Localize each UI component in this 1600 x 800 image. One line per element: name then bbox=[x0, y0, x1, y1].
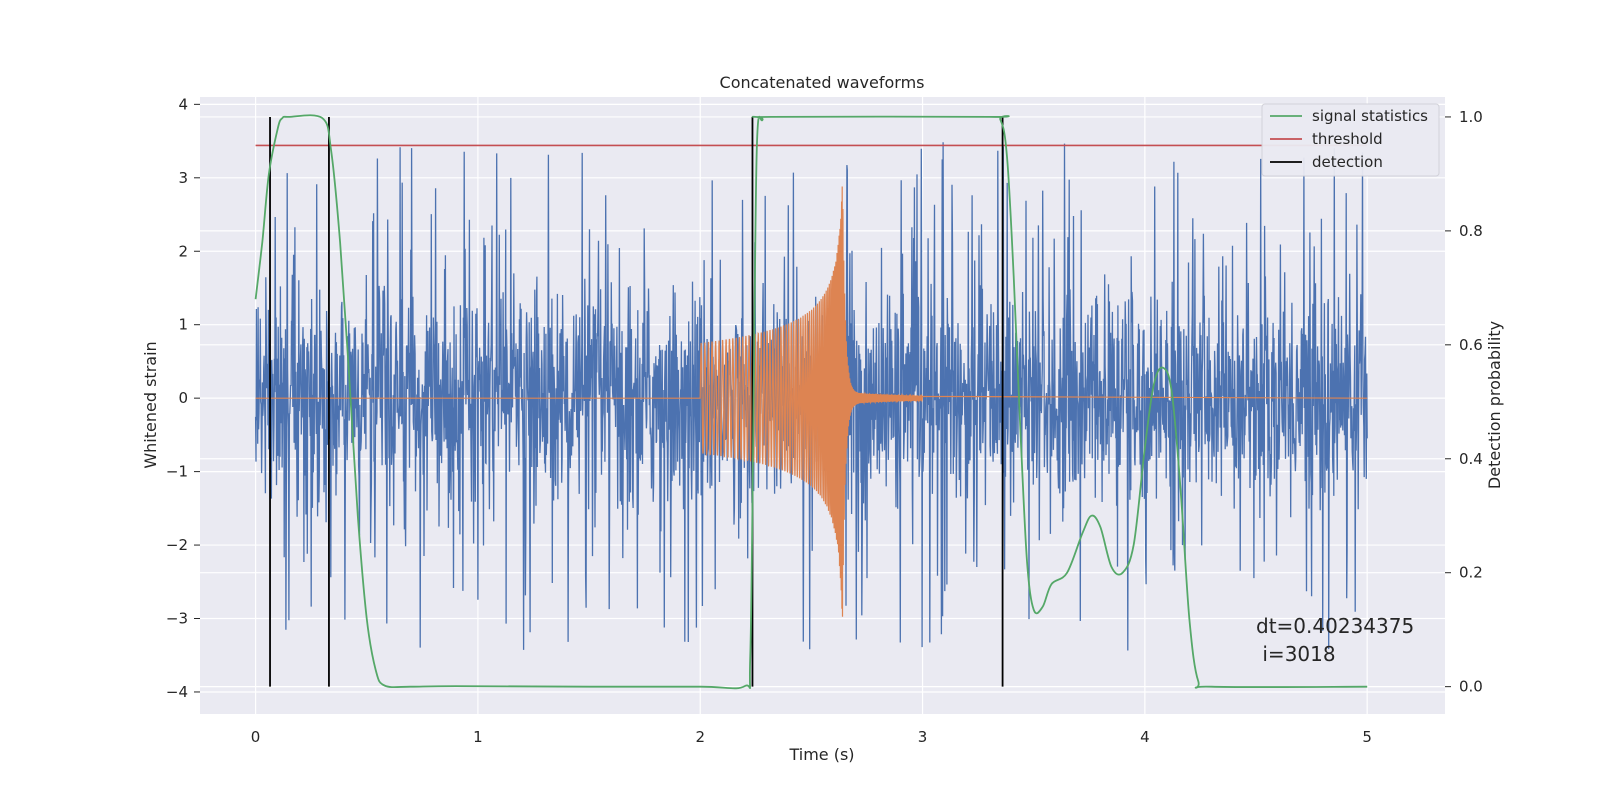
y-right-tick-label: 0.0 bbox=[1459, 678, 1483, 696]
annotation-index: i=3018 bbox=[1256, 642, 1336, 666]
x-tick-label: 4 bbox=[1140, 728, 1150, 746]
annotation-dt: dt=0.40234375 bbox=[1256, 614, 1414, 638]
detection-lines bbox=[269, 116, 1004, 687]
x-axis-label: Time (s) bbox=[788, 745, 854, 764]
y-tick-label: 4 bbox=[178, 95, 188, 113]
series-chirp-waveform bbox=[255, 186, 1368, 617]
legend-box bbox=[1261, 103, 1440, 177]
y-right-tick-label: 0.8 bbox=[1459, 222, 1483, 240]
y-tick-label: −4 bbox=[166, 683, 188, 701]
y-right-tick-label: 0.6 bbox=[1459, 336, 1483, 354]
y-right-axis-ticks: 0.0 0.2 0.4 0.6 0.8 1.0 bbox=[1445, 108, 1483, 696]
y-tick-label: −2 bbox=[166, 536, 188, 554]
x-tick-label: 3 bbox=[918, 728, 928, 746]
x-tick-label: 2 bbox=[695, 728, 705, 746]
y-right-tick-label: 0.4 bbox=[1459, 450, 1483, 468]
y-tick-label: 2 bbox=[178, 242, 188, 260]
x-tick-label: 5 bbox=[1362, 728, 1372, 746]
y-tick-label: −3 bbox=[166, 610, 188, 628]
y-tick-label: 0 bbox=[178, 389, 188, 407]
legend-entry-threshold: threshold bbox=[1270, 130, 1383, 148]
y-tick-label: −1 bbox=[166, 463, 188, 481]
y-tick-label: 1 bbox=[178, 316, 188, 334]
y-axis-label: Whitened strain bbox=[141, 341, 160, 468]
legend-entry-signal-statistics: signal statistics bbox=[1270, 107, 1428, 125]
chart-title: Concatenated waveforms bbox=[720, 73, 925, 92]
legend: signal statistics threshold detection bbox=[1261, 103, 1440, 177]
y-right-tick-label: 1.0 bbox=[1459, 108, 1483, 126]
y-right-axis-label: Detection probability bbox=[1485, 321, 1504, 489]
series-signal-statistics bbox=[254, 114, 1368, 690]
y-tick-label: 3 bbox=[178, 169, 188, 187]
legend-label: threshold bbox=[1312, 130, 1383, 148]
legend-label: signal statistics bbox=[1312, 107, 1428, 125]
x-axis-ticks: 0 1 2 3 4 5 bbox=[251, 728, 1372, 746]
y-right-tick-label: 0.2 bbox=[1459, 564, 1483, 582]
y-axis-ticks: −4 −3 −2 −1 0 1 2 3 4 bbox=[166, 95, 200, 701]
x-tick-label: 1 bbox=[473, 728, 483, 746]
legend-entry-detection: detection bbox=[1270, 153, 1383, 171]
series-layer bbox=[254, 114, 1368, 690]
x-tick-label: 0 bbox=[251, 728, 261, 746]
legend-label: detection bbox=[1312, 153, 1383, 171]
